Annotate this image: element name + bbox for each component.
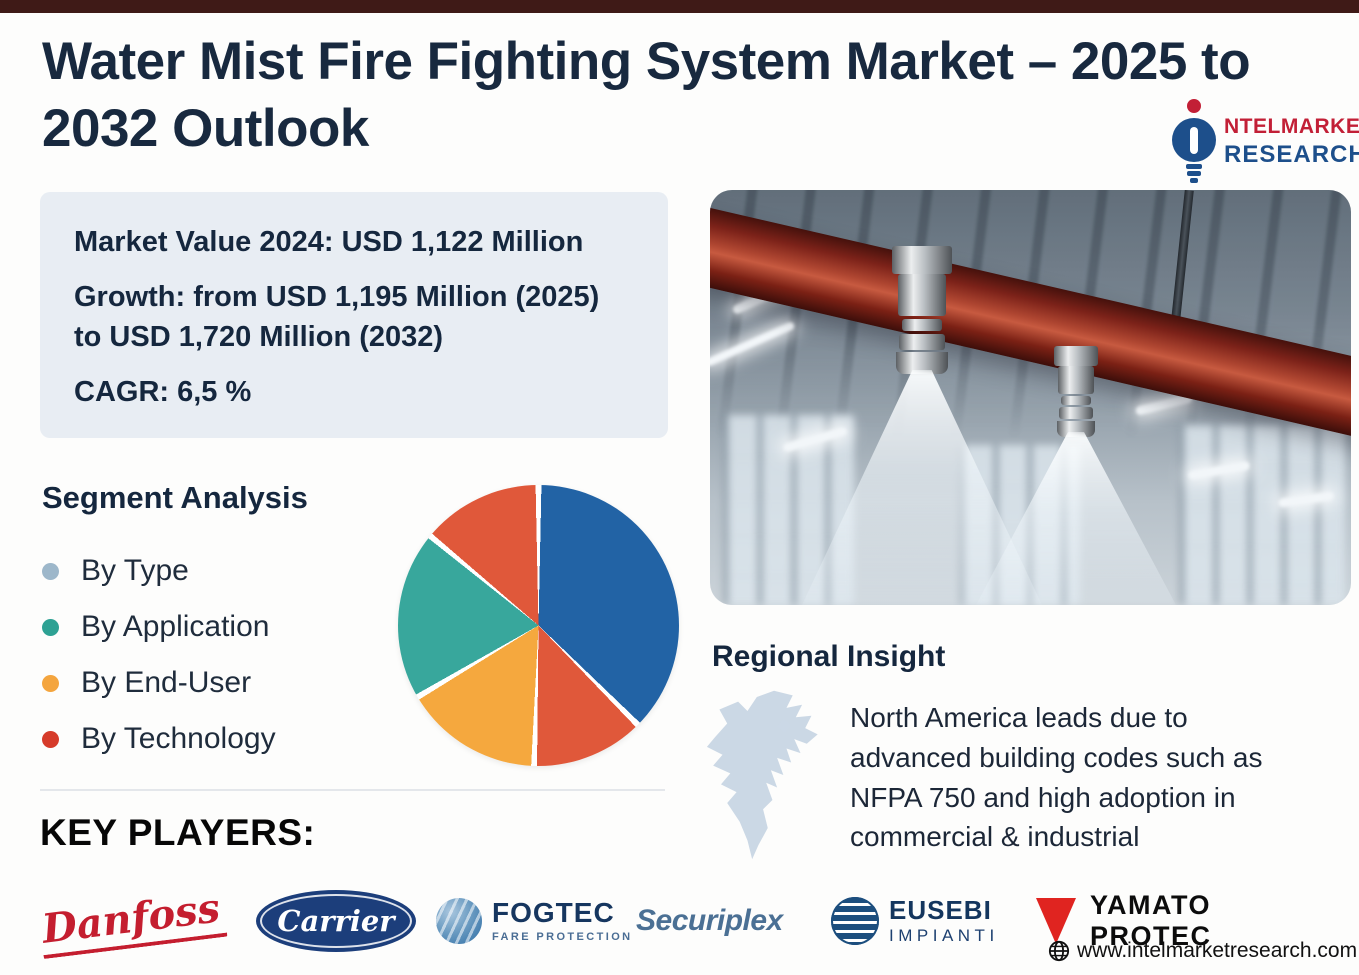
legend-bullet (42, 618, 59, 636)
legend-item-by-type: By Type (42, 543, 276, 599)
legend-item-by-application: By Application (42, 599, 276, 655)
key-players-logos: Danfoss Carrier FOGTEC FARE PROTECTION S… (37, 880, 1330, 962)
segment-legend: By Type By Application By End-User By Te… (42, 543, 276, 767)
website-url[interactable]: www.intelmarketresearch.com (1077, 939, 1358, 962)
carrier-oval-badge: Carrier (256, 890, 416, 952)
segment-analysis-heading: Segment Analysis (42, 480, 308, 515)
regional-insight-heading: Regional Insight (712, 640, 946, 673)
striped-globe-icon (831, 897, 879, 945)
key-players-heading: KEY PLAYERS: (40, 812, 316, 853)
globe-swirl-icon (436, 898, 482, 944)
mist-nozzle (1054, 346, 1098, 437)
water-mist-photo (710, 190, 1351, 605)
lightbulb-i-icon (1172, 99, 1216, 183)
market-growth-line: Growth: from USD 1,195 Million (2025) to… (74, 281, 600, 354)
section-divider (40, 789, 665, 791)
red-triangle-icon (1036, 898, 1076, 944)
market-stats-box: Market Value 2024: USD 1,122 Million Gro… (40, 192, 668, 438)
market-value-line: Market Value 2024: USD 1,122 Million (74, 226, 584, 258)
window (1180, 425, 1345, 605)
legend-bullet (42, 730, 59, 748)
page-title: Water Mist Fire Fighting System Market –… (42, 32, 1251, 159)
regional-insight-text: North America leads due to advanced buil… (850, 702, 1263, 853)
top-accent-bar (0, 0, 1359, 13)
legend-item-by-end-user: By End-User (42, 655, 276, 711)
logo-carrier: Carrier (236, 890, 436, 952)
legend-bullet (42, 562, 59, 580)
legend-bullet (42, 674, 59, 692)
brand-logo-text: NTELMARKET RESEARCH (1224, 96, 1359, 188)
brand-name-bottom: RESEARCH (1224, 141, 1359, 168)
logo-danfoss: Danfoss (37, 883, 236, 959)
website-link[interactable]: www.intelmarketresearch.com (1048, 939, 1357, 963)
north-america-map (706, 690, 818, 860)
logo-yamato-protec: YAMATO PROTEC (1036, 890, 1330, 952)
brand-logo: NTELMARKET RESEARCH (1164, 96, 1359, 188)
logo-fogtec: FOGTEC FARE PROTECTION (436, 898, 636, 944)
globe-icon (1048, 940, 1070, 962)
market-cagr-line: CAGR: 6,5 % (74, 376, 252, 409)
logo-securiplex: Securiplex (636, 904, 783, 937)
legend-item-by-technology: By Technology (42, 711, 276, 767)
brand-name-top: NTELMARKET (1224, 115, 1359, 138)
logo-eusebi: EUSEBI IMPIANTI (831, 897, 1036, 946)
segment-pie-chart (398, 485, 679, 766)
mist-nozzle (892, 246, 952, 374)
